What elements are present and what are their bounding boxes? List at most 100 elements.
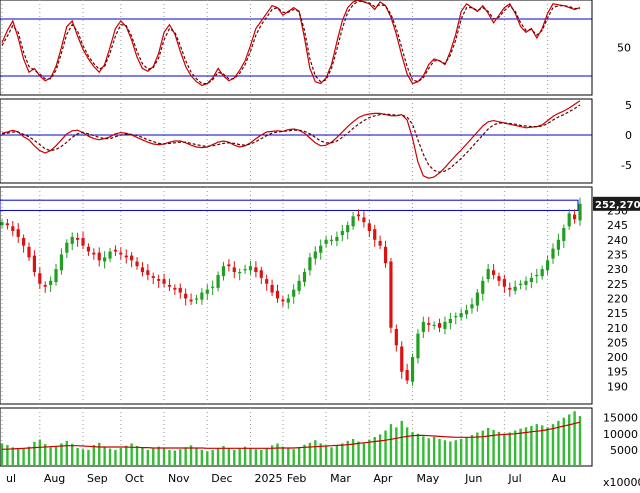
volume-bar — [22, 448, 25, 466]
volume-bar — [378, 434, 382, 466]
price-candle-body — [367, 223, 371, 231]
month-axis-label: Mar — [330, 472, 351, 485]
volume-bar — [422, 436, 425, 466]
price-candle-body — [464, 310, 469, 315]
price-candle-body — [157, 279, 161, 281]
price-candle-body — [59, 254, 64, 271]
volume-y-tick-label: 5000 — [610, 444, 638, 457]
volume-bar — [476, 432, 479, 466]
volume-bar — [270, 445, 274, 466]
price-candle-body — [373, 229, 377, 240]
month-axis-label: Apr — [373, 472, 393, 485]
volume-bar — [557, 420, 560, 466]
price-candle-body — [162, 279, 166, 284]
price-candle-body — [70, 236, 74, 244]
volume-bar — [173, 450, 177, 466]
volume-bar — [357, 441, 360, 466]
volume-bar — [427, 438, 430, 466]
price-candle-body — [216, 274, 220, 288]
volume-bar — [276, 443, 279, 466]
price-candle-body — [265, 279, 269, 284]
volume-bar — [416, 433, 420, 466]
price-candle-body — [38, 273, 42, 284]
price-candle-body — [135, 261, 139, 267]
volume-bar — [292, 449, 295, 466]
oscillator-y-tick-label: -5 — [621, 159, 632, 172]
volume-bar — [540, 425, 544, 466]
stochastic-panel-frame — [0, 0, 593, 96]
price-candle-body — [32, 255, 37, 273]
price-candle-body — [562, 228, 566, 241]
month-axis-label: Au — [552, 472, 567, 485]
last-price-label: 252,2700 — [595, 200, 640, 211]
volume-bar — [179, 449, 182, 466]
volume-bar — [432, 437, 436, 466]
price-candle-body — [502, 279, 506, 287]
price-candle-body — [205, 289, 209, 294]
volume-bar — [459, 438, 463, 466]
price-candle-body — [437, 323, 442, 328]
volume-bar — [135, 446, 139, 466]
price-candle-body — [178, 287, 182, 293]
volume-bar — [449, 441, 452, 466]
price-candle-body — [578, 203, 582, 221]
oscillator-panel-frame — [0, 98, 593, 184]
stochastic-signal-series — [1, 0, 580, 85]
price-candle-body — [184, 293, 188, 299]
price-candle-body — [535, 274, 539, 277]
volume-bar — [384, 430, 387, 466]
volume-bar — [346, 440, 349, 466]
price-candle-body — [259, 270, 263, 278]
price-candle-body — [394, 328, 398, 346]
price-candle-body — [227, 264, 231, 267]
volume-bar — [141, 447, 144, 466]
oscillator-signal-series — [1, 104, 581, 173]
price-candle-body — [497, 276, 501, 281]
price-y-tick-label: 235 — [607, 248, 628, 261]
price-candle-body — [567, 213, 571, 227]
price-candle-body — [302, 272, 307, 283]
price-candle-body — [551, 248, 555, 259]
volume-bar — [49, 447, 52, 466]
price-candle-body — [475, 292, 479, 306]
price-candle-body — [572, 214, 577, 220]
month-axis-label: 2025 — [254, 472, 282, 485]
volume-bar — [92, 445, 96, 466]
price-candle-body — [243, 269, 247, 271]
volume-bar — [287, 448, 290, 466]
price-y-tick-label: 245 — [607, 219, 628, 232]
price-candle-body — [383, 246, 388, 264]
volume-bar — [33, 441, 36, 466]
volume-bar — [389, 424, 393, 466]
volume-bar — [195, 447, 198, 466]
volume-bar — [297, 447, 301, 466]
price-y-tick-label: 240 — [607, 234, 628, 247]
price-candle-body — [400, 346, 404, 372]
volume-bar — [206, 451, 209, 466]
price-candle-body — [54, 269, 58, 283]
price-candle-body — [254, 267, 258, 273]
volume-bar — [227, 447, 231, 466]
volume-bar — [27, 446, 31, 466]
volume-bar — [211, 449, 214, 466]
month-axis-label: May — [417, 472, 440, 485]
price-candle-body — [513, 286, 517, 291]
price-candle-body — [340, 230, 344, 236]
price-candle-body — [389, 261, 393, 328]
volume-bar — [573, 411, 576, 466]
price-candle-body — [362, 217, 366, 223]
price-y-tick-label: 210 — [607, 322, 628, 335]
price-candle-body — [443, 321, 447, 329]
volume-y-tick-label: 10000 — [603, 428, 638, 441]
price-candle-body — [49, 280, 53, 285]
volume-bar — [108, 448, 112, 466]
price-candle-body — [270, 284, 274, 293]
price-candle-body — [454, 316, 458, 318]
volume-bar — [200, 449, 204, 466]
price-candle-body — [421, 321, 425, 332]
price-candle-body — [308, 257, 312, 271]
month-axis-label: Oct — [125, 472, 145, 485]
price-candle-body — [86, 246, 91, 252]
price-candle-body — [194, 298, 199, 300]
